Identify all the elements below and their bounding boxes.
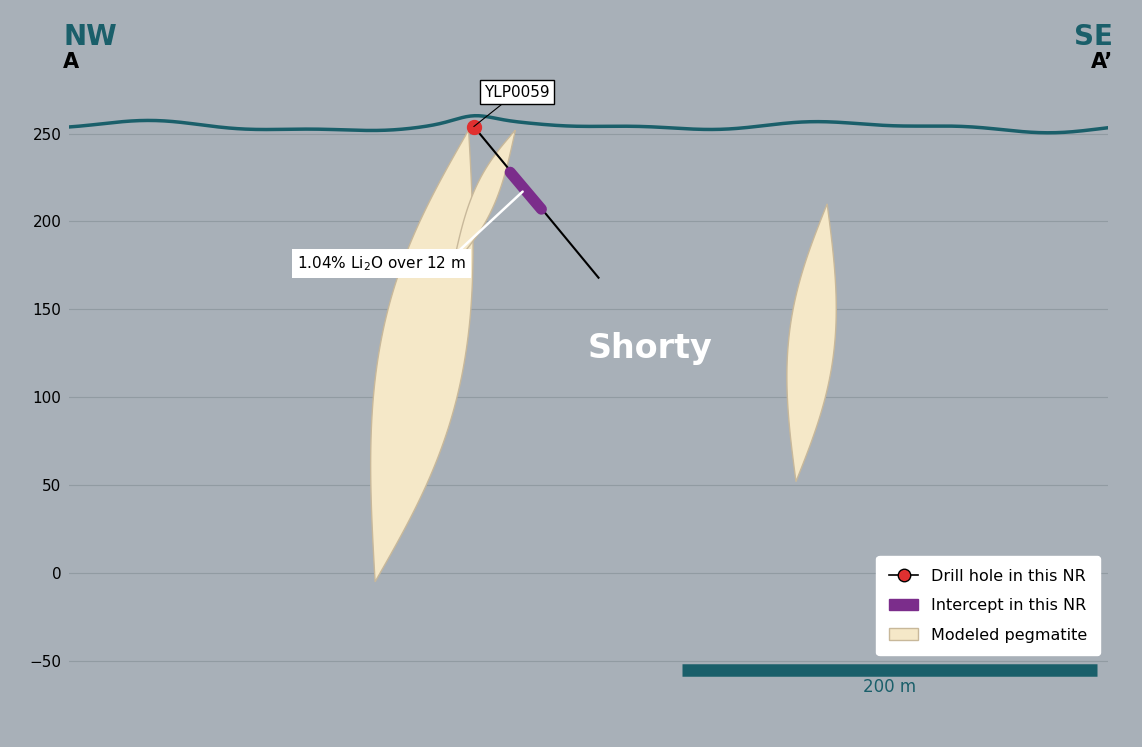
Text: 200 m: 200 m <box>863 678 916 696</box>
Text: SE: SE <box>1075 23 1113 51</box>
Text: YLP0059: YLP0059 <box>474 84 549 126</box>
Polygon shape <box>787 204 836 482</box>
Polygon shape <box>371 130 473 582</box>
Text: NW: NW <box>63 23 118 51</box>
Text: A: A <box>63 52 80 72</box>
Polygon shape <box>453 130 515 265</box>
Text: 1.04% Li$_2$O over 12 m: 1.04% Li$_2$O over 12 m <box>297 254 466 273</box>
Legend: Drill hole in this NR, Intercept in this NR, Modeled pegmatite: Drill hole in this NR, Intercept in this… <box>876 556 1100 655</box>
Text: A’: A’ <box>1091 52 1113 72</box>
Text: Shorty: Shorty <box>588 332 713 365</box>
